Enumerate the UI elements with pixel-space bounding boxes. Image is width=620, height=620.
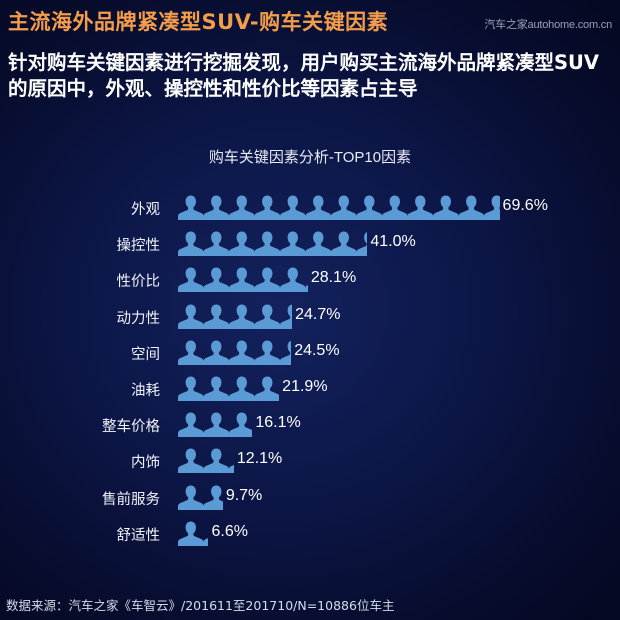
row-label: 舒适性 (116, 527, 161, 544)
row-value: 16.1% (255, 414, 301, 432)
row-label: 内饰 (131, 455, 160, 472)
row-value: 6.6% (211, 522, 248, 540)
row-label: 动力性 (116, 310, 161, 327)
row-label: 油耗 (131, 383, 160, 399)
person-icons-bar (178, 411, 253, 438)
chart-title: 购车关键因素分析-TOP10因素 (208, 149, 412, 166)
chart-row: 油耗 21.9% (0, 371, 620, 407)
row-label: 性价比 (116, 274, 161, 291)
person-icons-bar (178, 519, 209, 546)
page-title: 主流海外品牌紧凑型SUV-购车关键因素 (8, 10, 389, 34)
chart-row: 操控性 41.0% (0, 226, 620, 262)
chart-row: 售前服务 9.7% (0, 480, 620, 516)
data-source-note: 数据来源：汽车之家《车智云》/201611至201710/N=10886位车主 (6, 598, 395, 613)
watermark-logo: 汽车之家autohome.com.cn (484, 19, 612, 31)
summary-text: 针对购车关键因素进行挖掘发现，用户购买主流海外品牌紧凑型SUV的原因中，外观、操… (8, 51, 599, 100)
row-label: 整车价格 (102, 419, 160, 436)
row-label: 空间 (131, 346, 160, 363)
row-value: 12.1% (236, 450, 283, 468)
row-label: 售前服务 (102, 491, 160, 508)
chart-row: 内饰 12.1% (0, 443, 620, 479)
row-value: 41.0% (370, 233, 416, 251)
row-value: 24.5% (294, 341, 340, 359)
row-label: 外观 (131, 202, 160, 218)
person-icons-bar (178, 338, 292, 365)
person-icons-bar (178, 230, 368, 257)
person-icons-bar (178, 375, 280, 401)
row-value: 28.1% (310, 269, 357, 287)
chart-row: 整车价格 16.1% (0, 407, 620, 443)
row-value: 24.7% (295, 305, 341, 323)
person-icons-bar (178, 447, 234, 474)
chart-row: 性价比 28.1% (0, 262, 620, 298)
person-icons-bar (178, 266, 308, 293)
person-icons-bar (178, 194, 500, 220)
row-label: 操控性 (116, 238, 161, 255)
row-value: 9.7% (225, 486, 263, 504)
person-icons-bar (178, 483, 223, 510)
chart-row: 舒适性 6.6% (0, 516, 620, 552)
row-value: 69.6% (502, 197, 548, 214)
row-value: 21.9% (282, 378, 328, 395)
chart-row: 外观 69.6% (0, 190, 620, 226)
chart-row: 动力性 24.7% (0, 299, 620, 335)
chart-row: 空间 24.5% (0, 335, 620, 371)
person-icons-bar (178, 302, 293, 329)
